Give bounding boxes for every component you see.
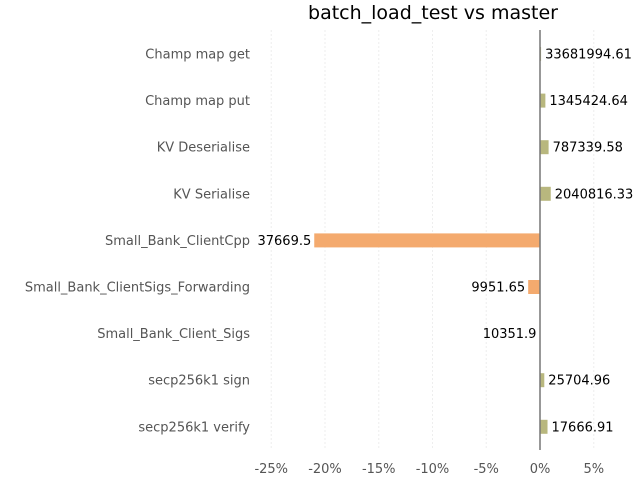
bar xyxy=(540,93,546,108)
x-tick-label: 0% xyxy=(530,462,551,477)
category-label: Small_Bank_ClientCpp xyxy=(105,234,250,249)
category-label: Champ map get xyxy=(145,48,250,63)
x-tick-label: -25% xyxy=(254,462,288,477)
chart-title: batch_load_test vs master xyxy=(308,2,558,24)
category-label: Champ map put xyxy=(145,94,250,109)
bar xyxy=(314,233,540,248)
data-label: 1345424.64 xyxy=(549,94,628,109)
category-label: KV Deserialise xyxy=(157,141,250,156)
category-label: secp256k1 sign xyxy=(148,374,250,389)
bar xyxy=(540,373,545,388)
category-label: KV Serialise xyxy=(173,187,250,202)
data-label: 37669.5 xyxy=(257,234,311,249)
data-label: 9951.65 xyxy=(471,281,525,296)
x-tick-label: -10% xyxy=(416,462,450,477)
data-label: 33681994.61 xyxy=(545,48,632,63)
data-label: 17666.91 xyxy=(552,420,614,435)
x-tick-labels: -25% -20% -15% -10% -5% 0% 5% xyxy=(254,462,604,477)
category-label: Small_Bank_Client_Sigs xyxy=(97,327,250,342)
data-labels: 33681994.61 1345424.64 787339.58 2040816.33… xyxy=(257,48,633,436)
category-label: Small_Bank_ClientSigs_Forwarding xyxy=(25,281,250,296)
x-tick-label: -5% xyxy=(474,462,499,477)
x-tick-label: 5% xyxy=(583,462,604,477)
category-label: secp256k1 verify xyxy=(138,420,250,435)
bars xyxy=(314,47,551,434)
bar xyxy=(540,186,551,201)
data-label: 10351.9 xyxy=(483,327,537,342)
x-tick-label: -15% xyxy=(362,462,396,477)
data-label: 25704.96 xyxy=(548,374,610,389)
category-labels: Champ map get Champ map put KV Deserialise… xyxy=(25,48,250,436)
bar xyxy=(540,140,549,155)
data-label: 787339.58 xyxy=(553,141,623,156)
bar xyxy=(528,280,540,294)
data-label: 2040816.33 xyxy=(555,187,634,202)
bar xyxy=(540,419,548,434)
x-tick-label: -20% xyxy=(308,462,342,477)
